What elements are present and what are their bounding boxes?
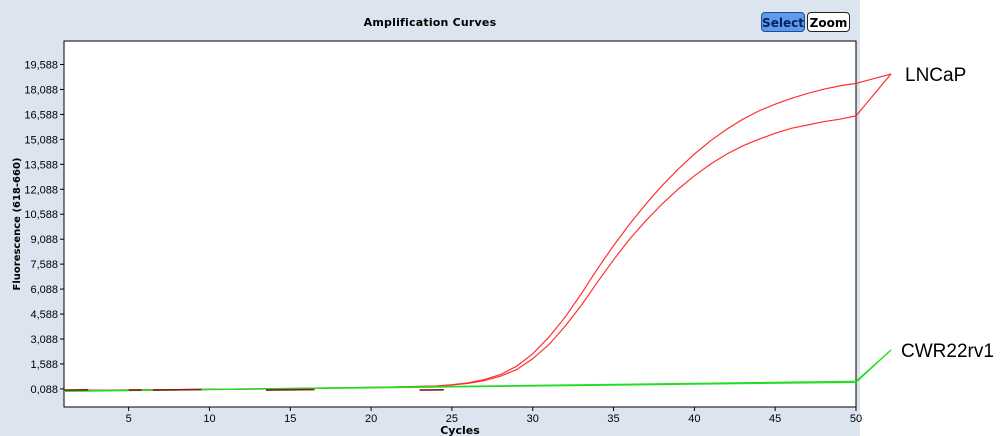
- y-tick-label: 10,588: [24, 209, 58, 221]
- y-tick-label: 3,088: [30, 334, 58, 346]
- y-axis-title: Fluorescence (618-660): [12, 158, 23, 291]
- plot-area: [63, 40, 857, 408]
- axes: 0,088 1,588 3,088 4,588 6,088 7,588 9,088 10,58…: [12, 59, 862, 436]
- x-tick-label: 20: [365, 413, 377, 425]
- y-tick-label: 7,588: [30, 259, 58, 271]
- x-tick-label: 35: [607, 413, 619, 425]
- series-annotation-label: LNCaP: [905, 65, 966, 86]
- callout-line-0-1: [855, 73, 892, 117]
- x-tick-label: 30: [527, 413, 539, 425]
- y-tick-label: 6,088: [30, 284, 58, 296]
- series-layer: [63, 82, 857, 392]
- y-tick-label: 1,588: [30, 359, 58, 371]
- callout-line-0-0: [855, 73, 892, 85]
- x-tick-label: 25: [446, 413, 458, 425]
- zoom-button[interactable]: Zoom: [807, 12, 850, 32]
- y-tick-label: 15,088: [24, 134, 58, 146]
- series-annotation-label: CWR22rv1: [901, 341, 994, 362]
- y-tick-label: 19,588: [24, 59, 58, 71]
- x-axis-title: Cycles: [440, 424, 480, 436]
- x-tick-label: 5: [126, 413, 132, 425]
- chart-title: Amplification Curves: [363, 16, 497, 29]
- y-tick-label: 12,088: [24, 184, 58, 196]
- y-tick-label: 9,088: [30, 234, 58, 246]
- y-tick-label: 0,088: [30, 384, 58, 396]
- callout-line-1-1: [855, 349, 892, 383]
- x-tick-label: 45: [769, 413, 781, 425]
- x-tick-label: 10: [203, 413, 215, 425]
- y-tick-label: 18,088: [24, 84, 58, 96]
- y-tick-label: 16,588: [24, 109, 58, 121]
- annotation-layer: LNCaP CWR22rv1: [855, 65, 994, 383]
- y-tick-label: 4,588: [30, 309, 58, 321]
- x-tick-label: 15: [284, 413, 296, 425]
- y-tick-label: 13,588: [24, 159, 58, 171]
- select-button[interactable]: Select: [761, 12, 805, 32]
- x-tick-label: 50: [850, 413, 862, 425]
- x-tick-label: 40: [688, 413, 700, 425]
